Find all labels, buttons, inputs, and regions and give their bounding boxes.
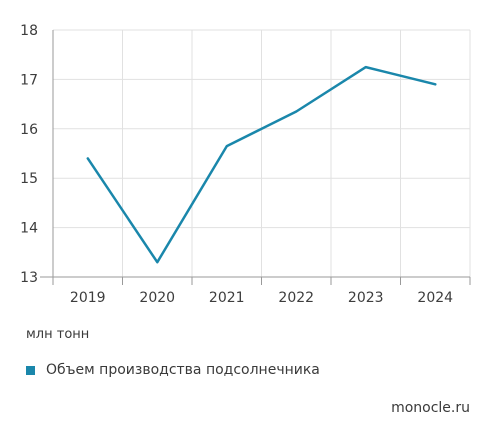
- legend: Объем производства подсолнечника: [26, 362, 320, 378]
- x-tick-label: 2021: [209, 290, 245, 306]
- grid-lines: [52, 29, 471, 277]
- legend-swatch: [26, 365, 35, 375]
- y-tick-label: 15: [20, 171, 38, 187]
- y-tick-labels: 13 14 15 16 17 18: [20, 23, 38, 286]
- y-tick-label: 16: [20, 122, 38, 138]
- x-tick-label: 2022: [278, 290, 314, 306]
- y-tick-label: 13: [20, 270, 38, 286]
- x-tick-labels: 2019 2020 2021 2022 2023 2024: [70, 290, 453, 306]
- line-chart: 13 14 15 16 17 18 2019 2020 2021 2022 2023 2024: [20, 23, 471, 306]
- y-unit-label: млн тонн: [26, 327, 90, 342]
- x-tick-label: 2020: [139, 290, 175, 306]
- y-tick-label: 18: [20, 23, 38, 39]
- y-tick-label: 17: [20, 72, 38, 88]
- axes: [40, 30, 471, 285]
- series-group: [86, 65, 437, 264]
- legend-label: Объем производства подсолнечника: [46, 362, 320, 378]
- x-tick-label: 2023: [348, 290, 384, 306]
- source-credit: monocle.ru: [391, 400, 470, 416]
- series-line: [86, 65, 437, 264]
- x-tick-label: 2024: [417, 290, 453, 306]
- y-tick-label: 14: [20, 221, 38, 237]
- x-tick-label: 2019: [70, 290, 106, 306]
